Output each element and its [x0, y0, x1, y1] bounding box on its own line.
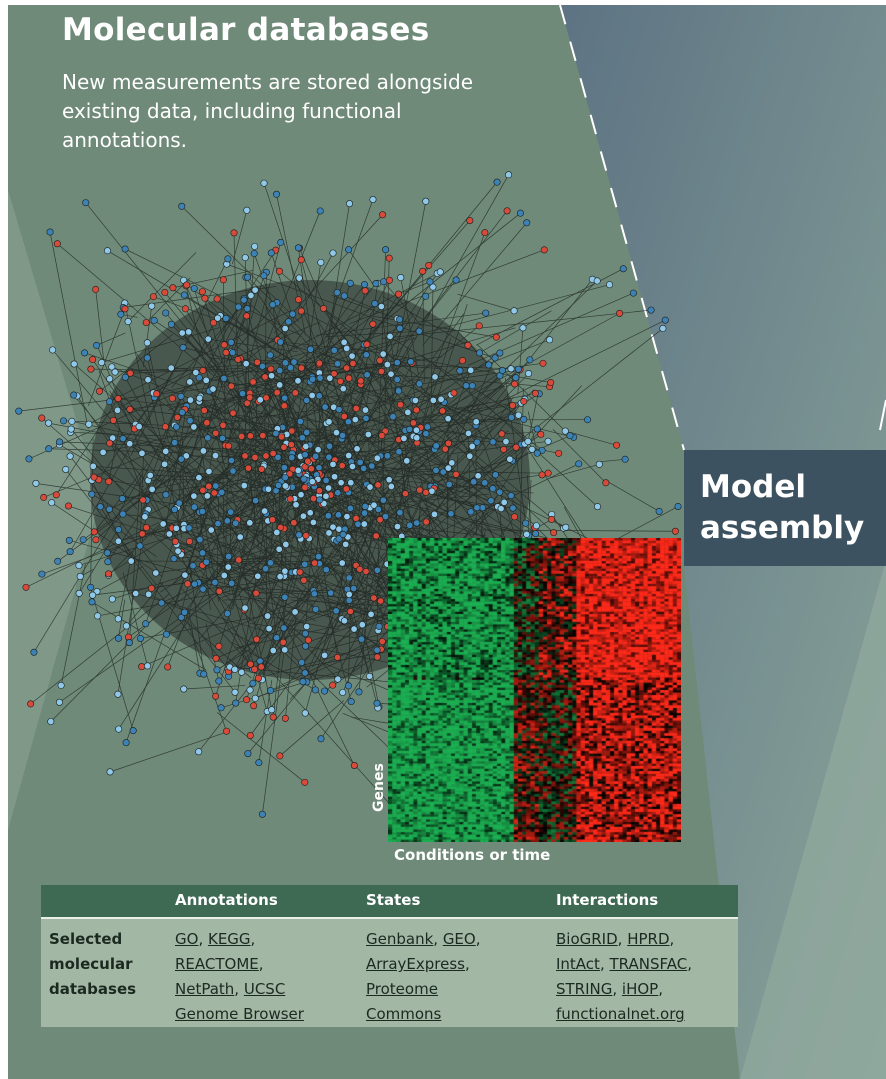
separator-text: , [599, 955, 610, 973]
panel-subtitle: New measurements are stored alongside ex… [62, 68, 562, 155]
database-link[interactable]: iHOP [621, 980, 659, 998]
left-chevron-shape [8, 190, 100, 830]
separator-text: , [464, 955, 470, 973]
cell-line: BioGRID, HPRD, [556, 927, 692, 952]
separator-text: , [433, 930, 443, 948]
cell-line: Proteome [366, 977, 481, 1002]
database-link[interactable]: functionalnet.org [556, 1005, 685, 1023]
annotations-cell: GO, KEGG, REACTOME, NetPath, UCSC Genome B… [175, 927, 304, 1027]
database-link[interactable]: GO [175, 930, 199, 948]
database-link[interactable]: BioGRID [556, 930, 618, 948]
right-divider-tick [879, 399, 886, 431]
database-link[interactable]: NetPath [175, 980, 235, 998]
cell-line: STRING, iHOP, [556, 977, 692, 1002]
database-link[interactable]: Proteome [366, 980, 438, 998]
subtitle-line: New measurements are stored alongside [62, 70, 474, 94]
expression-heatmap [388, 538, 681, 842]
interactions-cell: BioGRID, HPRD, IntAct, TRANSFAC, STRING, i… [556, 927, 692, 1027]
cell-line: Commons [366, 1002, 481, 1027]
separator-text: , [234, 980, 244, 998]
row-label: Selected molecular databases [49, 927, 169, 1002]
separator-text: , [617, 930, 628, 948]
states-cell: Genbank, GEO, ArrayExpress, Proteome Commo… [366, 927, 481, 1027]
database-link[interactable]: STRING [556, 980, 613, 998]
separator-text: , [475, 930, 481, 948]
heatmap-x-label: Conditions or time [394, 846, 551, 864]
separator-text: , [250, 930, 256, 948]
model-assembly-label: Model assembly [700, 467, 886, 549]
cell-line: NetPath, UCSC [175, 977, 304, 1002]
header-states: States [366, 891, 421, 909]
subtitle-line: annotations. [62, 128, 188, 152]
cell-line: Genome Browser [175, 1002, 304, 1027]
dashed-divider [559, 4, 685, 451]
model-assembly-line: assembly [700, 510, 865, 546]
row-label-line: Selected [49, 930, 123, 948]
header-interactions: Interactions [556, 891, 659, 909]
database-link[interactable]: IntAct [556, 955, 600, 973]
cell-line: ArrayExpress, [366, 952, 481, 977]
row-label-line: databases [49, 980, 137, 998]
database-link[interactable]: TRANSFAC [609, 955, 688, 973]
database-link[interactable]: Genbank [366, 930, 434, 948]
separator-text: , [198, 930, 208, 948]
lower-right-shape [740, 560, 886, 1079]
model-assembly-line: Model [700, 469, 806, 505]
database-link[interactable]: HPRD [627, 930, 670, 948]
cell-line: GO, KEGG, [175, 927, 304, 952]
cell-line: functionalnet.org [556, 1002, 692, 1027]
separator-text: , [669, 930, 675, 948]
cell-line: IntAct, TRANSFAC, [556, 952, 692, 977]
separator-text: , [687, 955, 692, 973]
database-link[interactable]: Commons [366, 1005, 442, 1023]
cell-line: REACTOME, [175, 952, 304, 977]
database-link[interactable]: KEGG [207, 930, 251, 948]
panel-title: Molecular databases [62, 12, 430, 48]
table-header: Annotations States Interactions [41, 885, 738, 919]
database-table: Annotations States Interactions Selected… [41, 885, 738, 1027]
separator-text: , [258, 955, 264, 973]
model-assembly-box [684, 450, 886, 566]
separator-text: , [658, 980, 664, 998]
cell-line: Genbank, GEO, [366, 927, 481, 952]
database-link[interactable]: REACTOME [175, 955, 259, 973]
database-link[interactable]: ArrayExpress [366, 955, 465, 973]
database-link[interactable]: GEO [442, 930, 476, 948]
subtitle-line: existing data, including functional [62, 99, 402, 123]
database-link[interactable]: Genome Browser [175, 1005, 304, 1023]
header-annotations: Annotations [175, 891, 278, 909]
row-label-line: molecular [49, 955, 133, 973]
database-link[interactable]: UCSC [243, 980, 286, 998]
heatmap-y-label: Genes [371, 763, 387, 812]
separator-text: , [612, 980, 622, 998]
